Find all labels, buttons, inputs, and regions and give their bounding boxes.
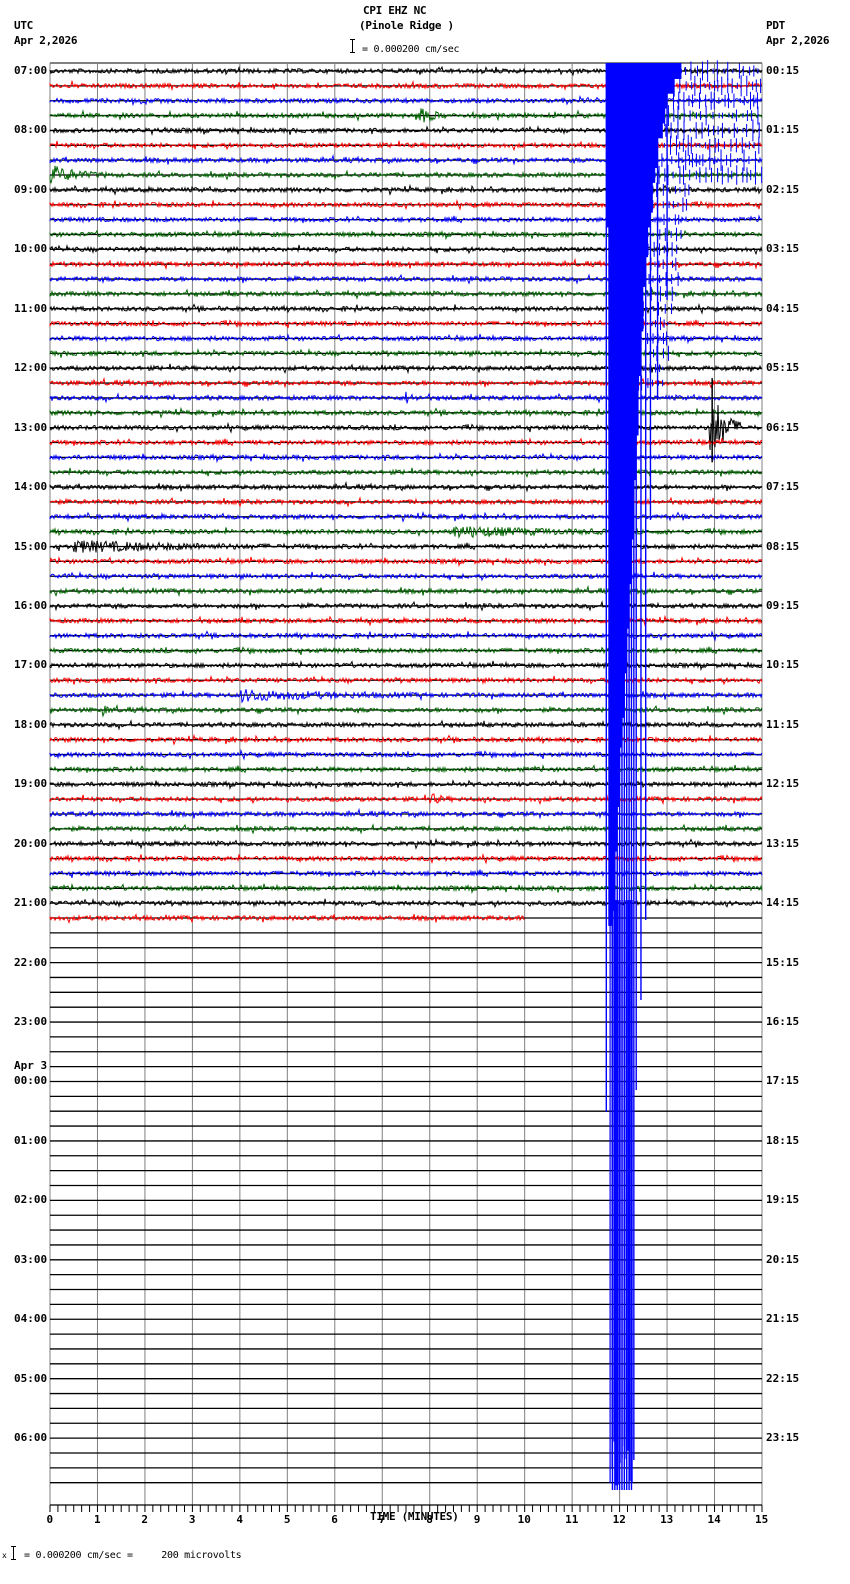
pdt-hour-label: 22:15 bbox=[766, 1371, 800, 1385]
utc-hour-label: 00:00 bbox=[14, 1074, 48, 1088]
pdt-hour-label: 14:15 bbox=[766, 896, 800, 910]
x-tick-label: 3 bbox=[188, 1513, 196, 1526]
x-tick-label: 11 bbox=[565, 1513, 579, 1526]
utc-hour-label: 12:00 bbox=[14, 361, 48, 375]
x-tick-label: 14 bbox=[707, 1513, 721, 1526]
utc-hour-label: 16:00 bbox=[14, 598, 48, 612]
x-tick-label: 12 bbox=[612, 1513, 626, 1526]
pdt-hour-label: 15:15 bbox=[766, 955, 800, 969]
utc-hour-label: 19:00 bbox=[14, 777, 48, 791]
x-tick-label: 5 bbox=[283, 1513, 291, 1526]
pdt-hour-label: 05:15 bbox=[766, 361, 800, 375]
footer-prefix: x bbox=[2, 1551, 7, 1560]
utc-hour-label: 15:00 bbox=[14, 539, 48, 553]
x-tick-label: 1 bbox=[93, 1513, 101, 1526]
station-title: CPI EHZ NC bbox=[363, 4, 427, 17]
right-timezone: PDT bbox=[766, 19, 785, 32]
utc-hour-label: 23:00 bbox=[14, 1015, 48, 1029]
footer-scale-text: = 0.000200 cm/sec = 200 microvolts bbox=[24, 1550, 242, 1561]
pdt-hour-label: 19:15 bbox=[766, 1193, 800, 1207]
x-tick-label: 7 bbox=[378, 1513, 386, 1526]
utc-hour-label: 18:00 bbox=[14, 717, 48, 731]
pdt-hour-label: 08:15 bbox=[766, 539, 800, 553]
x-tick-label: 6 bbox=[331, 1513, 338, 1526]
pdt-hour-label: 23:15 bbox=[766, 1431, 800, 1445]
pdt-hour-label: 00:15 bbox=[766, 64, 800, 77]
scale-text: = 0.000200 cm/sec bbox=[362, 44, 460, 55]
x-axis-title: TIME (MINUTES) bbox=[370, 1510, 459, 1523]
pdt-hour-label: 17:15 bbox=[766, 1074, 800, 1088]
x-tick-label: 15 bbox=[755, 1513, 769, 1526]
pdt-hour-label: 01:15 bbox=[766, 123, 800, 137]
x-tick-label: 4 bbox=[236, 1513, 243, 1526]
station-location: (Pinole Ridge ) bbox=[359, 19, 454, 32]
left-date: Apr 2,2026 bbox=[14, 34, 78, 47]
pdt-hour-label: 02:15 bbox=[766, 182, 800, 196]
pdt-hour-label: 10:15 bbox=[766, 658, 800, 672]
x-tick-label: 8 bbox=[426, 1513, 433, 1526]
utc-hour-label: 14:00 bbox=[14, 480, 48, 494]
pdt-hour-label: 04:15 bbox=[766, 301, 800, 315]
pdt-hour-label: 06:15 bbox=[766, 420, 800, 434]
utc-hour-label: 10:00 bbox=[14, 242, 48, 256]
utc-hour-label: 09:00 bbox=[14, 182, 48, 196]
pdt-hour-label: 07:15 bbox=[766, 480, 800, 494]
utc-hour-label: 03:00 bbox=[14, 1252, 48, 1266]
pdt-hour-label: 09:15 bbox=[766, 598, 800, 612]
x-tick-label: 2 bbox=[141, 1513, 149, 1526]
utc-hour-label: 22:00 bbox=[14, 955, 48, 969]
left-timezone: UTC bbox=[14, 19, 33, 32]
x-tick-label: 13 bbox=[660, 1513, 674, 1526]
utc-hour-label: 07:00 bbox=[14, 64, 48, 77]
utc-date-change-label: Apr 3 bbox=[14, 1059, 48, 1073]
footer-scale-bar-icon bbox=[11, 1546, 19, 1560]
pdt-hour-label: 13:15 bbox=[766, 836, 800, 850]
utc-hour-label: 21:00 bbox=[14, 896, 48, 910]
utc-hour-label: 01:00 bbox=[14, 1133, 48, 1147]
scale-bar-icon bbox=[350, 39, 358, 53]
pdt-hour-label: 11:15 bbox=[766, 717, 800, 731]
utc-hour-label: 17:00 bbox=[14, 658, 48, 672]
pdt-hour-label: 16:15 bbox=[766, 1015, 800, 1029]
pdt-hour-label: 21:15 bbox=[766, 1312, 800, 1326]
utc-hour-label: 05:00 bbox=[14, 1371, 48, 1385]
right-date: Apr 2,2026 bbox=[766, 34, 830, 47]
utc-hour-label: 20:00 bbox=[14, 836, 48, 850]
x-tick-label: 0 bbox=[46, 1513, 54, 1526]
utc-hour-label: 06:00 bbox=[14, 1431, 48, 1445]
utc-hour-label: 08:00 bbox=[14, 123, 48, 137]
utc-hour-label: 02:00 bbox=[14, 1193, 48, 1207]
x-tick-label: 9 bbox=[473, 1513, 481, 1526]
x-tick-label: 10 bbox=[517, 1513, 531, 1526]
utc-hour-label: 04:00 bbox=[14, 1312, 48, 1326]
pdt-hour-label: 03:15 bbox=[766, 242, 800, 256]
utc-hour-label: 13:00 bbox=[14, 420, 48, 434]
pdt-hour-label: 12:15 bbox=[766, 777, 800, 791]
pdt-hour-label: 20:15 bbox=[766, 1252, 800, 1266]
pdt-hour-label: 18:15 bbox=[766, 1133, 800, 1147]
utc-hour-label: 11:00 bbox=[14, 301, 48, 315]
